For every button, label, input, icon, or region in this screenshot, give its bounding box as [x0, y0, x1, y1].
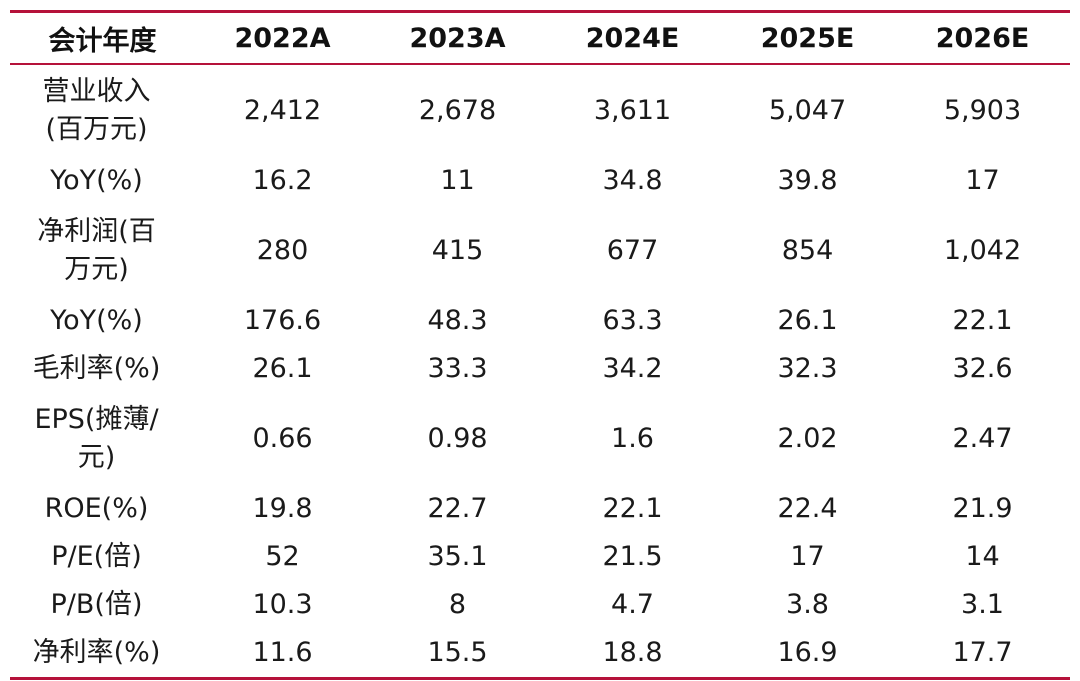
row-label-line: (百万元): [45, 114, 148, 145]
top-rule: [10, 10, 1070, 13]
value-cell: 17.7: [952, 636, 1013, 668]
row-label-line: 营业收入: [42, 75, 151, 107]
bottom-rule: [10, 677, 1070, 680]
row-label-line: 元): [77, 442, 116, 473]
value-cell: 415: [431, 234, 484, 266]
value-cell: 1,042: [943, 234, 1022, 266]
row-label: 净利率(%): [10, 629, 195, 677]
value-cell: 8: [448, 588, 467, 620]
row-label-line: YoY(%): [50, 164, 143, 196]
financial-forecast-table-body: 营业收入 (百万元) 2,412 2,678 3,611 5,047 5,903 YoY(%)…: [10, 65, 1070, 677]
table-row: YoY(%) 176.6 48.3 63.3 26.1 22.1: [10, 297, 1070, 345]
value-cell: 11.6: [252, 636, 313, 668]
header-rule: [10, 63, 1070, 65]
row-label: 毛利率(%): [10, 345, 195, 393]
value-cell: 63.3: [602, 304, 663, 336]
value-cell: 34.2: [602, 352, 663, 384]
header-cell-label: 会计年度: [48, 25, 157, 57]
table-row: EPS(摊薄/元) 0.66 0.98 1.6 2.02 2.47: [10, 393, 1070, 485]
value-cell: 2,678: [418, 94, 497, 126]
row-label-line: ROE(%): [44, 492, 149, 524]
row-label-line: 净利率(%): [32, 636, 161, 668]
value-cell: 15.5: [427, 636, 488, 668]
row-label-line: EPS(摊薄/: [34, 403, 159, 435]
value-cell: 22.1: [952, 304, 1013, 336]
value-cell: 11: [440, 164, 475, 196]
value-cell: 26.1: [777, 304, 838, 336]
value-cell: 10.3: [252, 588, 313, 620]
header-row: 会计年度 2022A 2023A 2024E 2025E 2026E: [10, 13, 1070, 63]
row-label: YoY(%): [10, 157, 195, 205]
row-label: P/B(倍): [10, 581, 195, 629]
value-cell: 22.7: [427, 492, 488, 524]
table-row: P/E(倍) 52 35.1 21.5 17 14: [10, 533, 1070, 581]
value-cell: 1.6: [611, 422, 654, 454]
financial-forecast-table: 会计年度 2022A 2023A 2024E 2025E 2026E: [10, 13, 1070, 63]
value-cell: 0.66: [252, 422, 313, 454]
row-label: 营业收入 (百万元): [10, 65, 195, 157]
value-cell: 854: [781, 234, 834, 266]
table-row: P/B(倍) 10.3 8 4.7 3.8 3.1: [10, 581, 1070, 629]
value-cell: 21.5: [602, 540, 663, 572]
value-cell: 280: [256, 234, 309, 266]
table-row: ROE(%) 19.8 22.7 22.1 22.4 21.9: [10, 485, 1070, 533]
value-cell: 22.1: [602, 492, 663, 524]
value-cell: 176.6: [243, 304, 322, 336]
value-cell: 2.02: [777, 422, 838, 454]
value-cell: 3,611: [593, 94, 672, 126]
value-cell: 2,412: [243, 94, 322, 126]
table-body: 营业收入 (百万元) 2,412 2,678 3,611 5,047 5,903 YoY(%)…: [10, 65, 1070, 677]
header-cell-2023a: 2023A: [409, 22, 506, 54]
table-row: 毛利率(%) 26.1 33.3 34.2 32.3 32.6: [10, 345, 1070, 393]
table-row: 营业收入 (百万元) 2,412 2,678 3,611 5,047 5,903: [10, 65, 1070, 157]
value-cell: 5,903: [943, 94, 1022, 126]
value-cell: 17: [790, 540, 825, 572]
value-cell: 32.6: [952, 352, 1013, 384]
value-cell: 2.47: [952, 422, 1013, 454]
value-cell: 22.4: [777, 492, 838, 524]
row-label: ROE(%): [10, 485, 195, 533]
value-cell: 21.9: [952, 492, 1013, 524]
row-label-line: YoY(%): [50, 304, 143, 336]
value-cell: 4.7: [611, 588, 654, 620]
value-cell: 0.98: [427, 422, 488, 454]
row-label-line: 净利润(百: [37, 215, 156, 247]
row-label: 净利润(百万元): [10, 205, 195, 297]
header-cell-2024e: 2024E: [585, 22, 680, 54]
header-cell-2025e: 2025E: [760, 22, 855, 54]
value-cell: 33.3: [427, 352, 488, 384]
value-cell: 34.8: [602, 164, 663, 196]
value-cell: 677: [606, 234, 659, 266]
header-cell-2022a: 2022A: [234, 22, 331, 54]
table-row: YoY(%) 16.2 11 34.8 39.8 17: [10, 157, 1070, 205]
value-cell: 52: [265, 540, 300, 572]
financial-forecast-table-container: 会计年度 2022A 2023A 2024E 2025E 2026E 营业收入 (…: [10, 0, 1070, 680]
row-label: EPS(摊薄/元): [10, 393, 195, 485]
value-cell: 39.8: [777, 164, 838, 196]
value-cell: 14: [965, 540, 1000, 572]
value-cell: 3.8: [786, 588, 829, 620]
row-label: P/E(倍): [10, 533, 195, 581]
table-row: 净利润(百万元) 280 415 677 854 1,042: [10, 205, 1070, 297]
row-label-line: 毛利率(%): [32, 352, 161, 384]
value-cell: 16.9: [777, 636, 838, 668]
header-cell-2026e: 2026E: [935, 22, 1030, 54]
row-label: YoY(%): [10, 297, 195, 345]
value-cell: 18.8: [602, 636, 663, 668]
value-cell: 32.3: [777, 352, 838, 384]
value-cell: 26.1: [252, 352, 313, 384]
value-cell: 16.2: [252, 164, 313, 196]
value-cell: 5,047: [768, 94, 847, 126]
value-cell: 17: [965, 164, 1000, 196]
table-row: 净利率(%) 11.6 15.5 18.8 16.9 17.7: [10, 629, 1070, 677]
row-label-line: 万元): [64, 254, 129, 285]
row-label-line: P/E(倍): [51, 540, 142, 572]
value-cell: 35.1: [427, 540, 488, 572]
value-cell: 3.1: [961, 588, 1004, 620]
row-label-line: P/B(倍): [50, 588, 143, 620]
value-cell: 19.8: [252, 492, 313, 524]
value-cell: 48.3: [427, 304, 488, 336]
